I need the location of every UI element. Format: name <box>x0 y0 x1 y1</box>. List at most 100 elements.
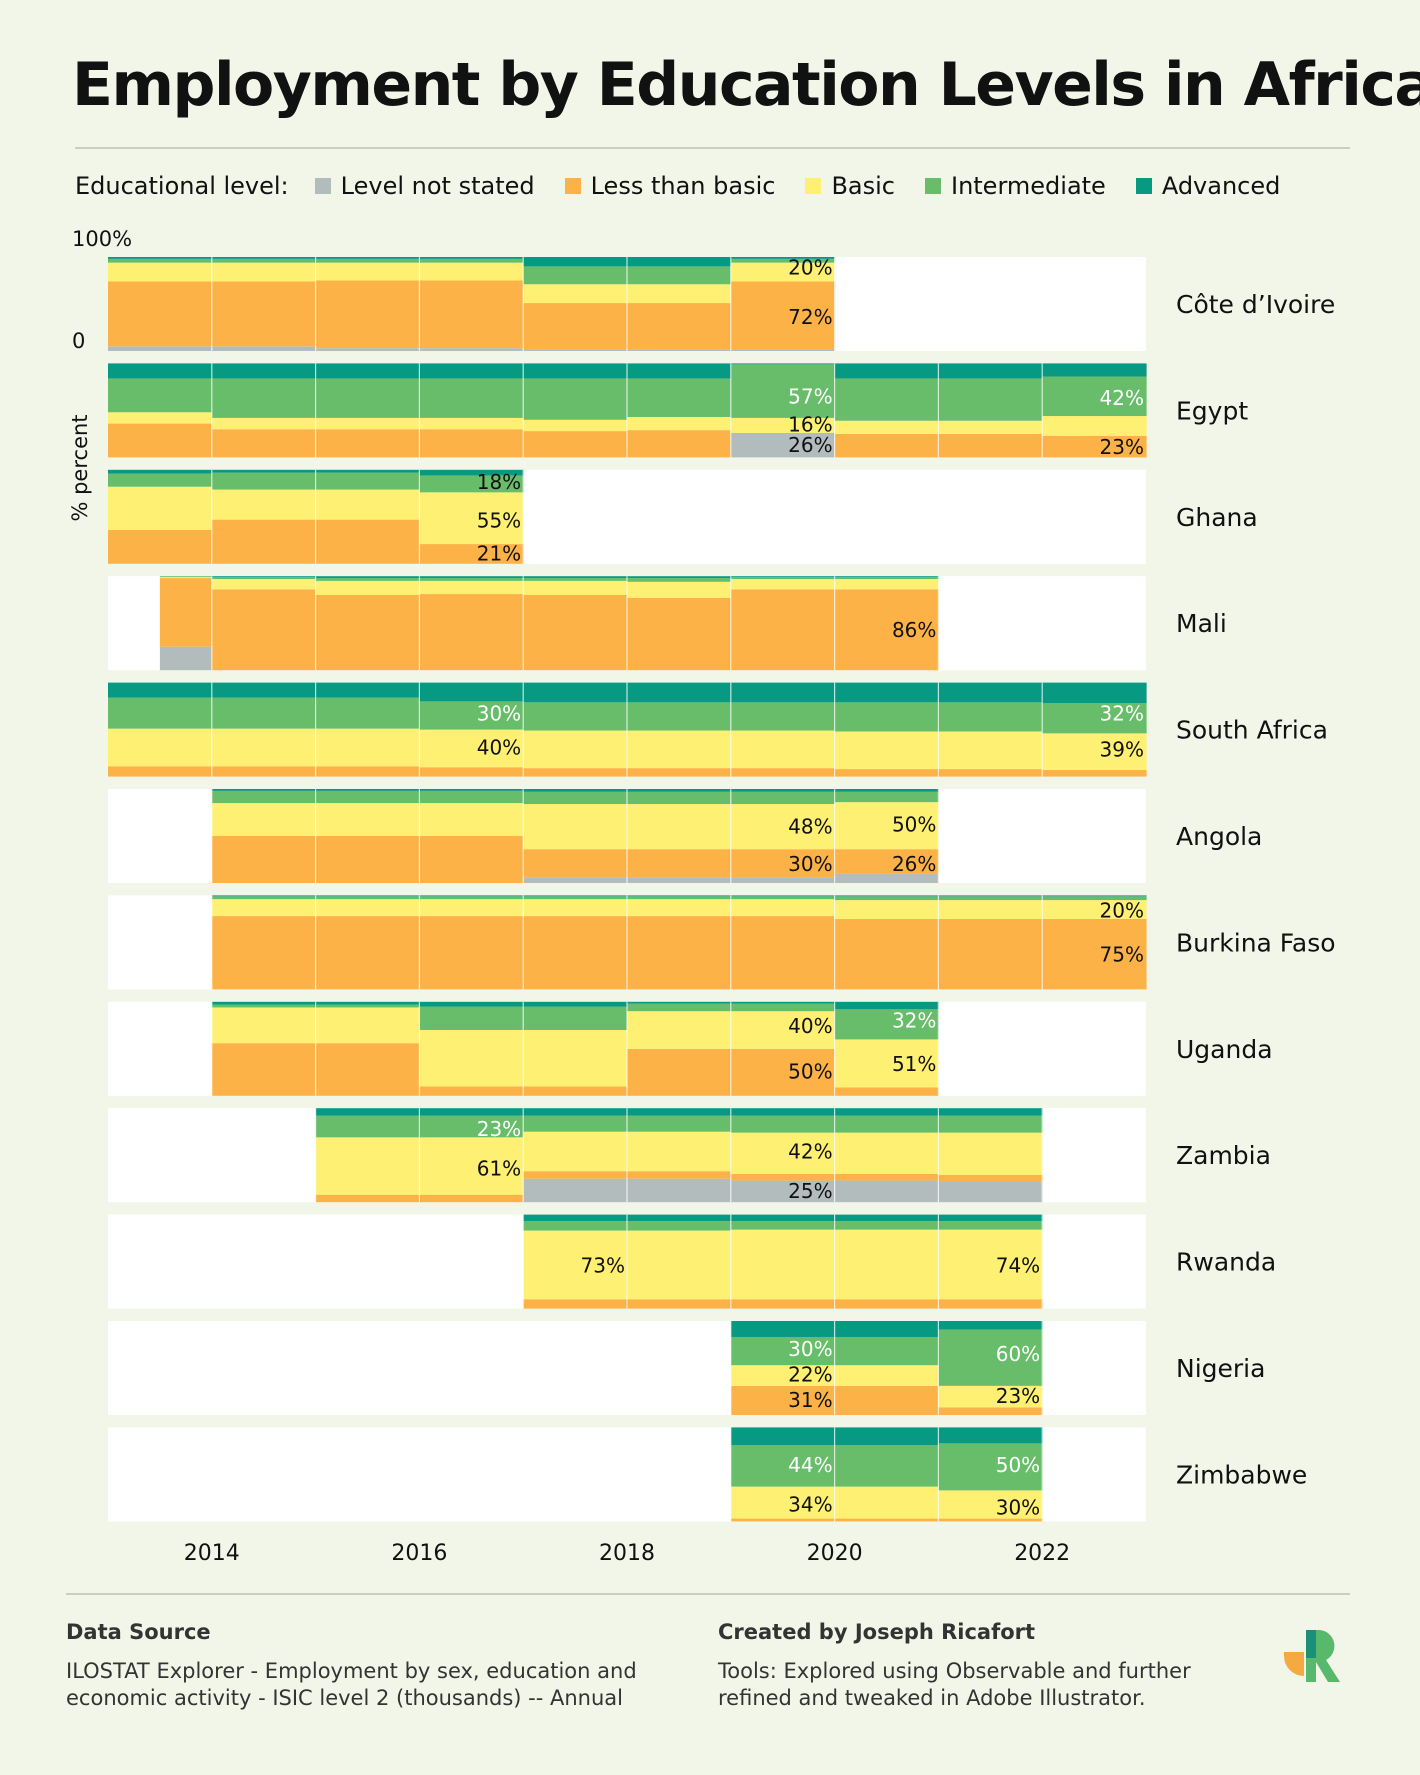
y-axis-label: % percent <box>68 414 92 521</box>
segment-4 <box>419 576 524 579</box>
segment-3 <box>315 378 420 418</box>
segment-1 <box>523 595 628 671</box>
segment-1 <box>834 1385 939 1415</box>
segment-1 <box>315 766 420 777</box>
segment-4 <box>938 895 1043 897</box>
segment-1 <box>627 768 732 777</box>
segment-2 <box>108 486 213 530</box>
segment-1 <box>419 836 524 883</box>
segment-3 <box>108 378 213 413</box>
segment-1 <box>834 1174 939 1181</box>
segment-2 <box>523 730 628 769</box>
x-tick-label: 2018 <box>599 1541 655 1566</box>
segment-1 <box>834 1299 939 1309</box>
legend-item-level-not-stated: Level not stated <box>314 172 535 200</box>
segment-4 <box>523 257 628 267</box>
segment-1 <box>730 1299 836 1309</box>
segment-2 <box>627 1131 732 1172</box>
segment-2 <box>834 900 939 919</box>
credit-heading: Created by Joseph Ricafort <box>718 1620 1036 1644</box>
source-text: ILOSTAT Explorer - Employment by sex, ed… <box>66 1659 637 1710</box>
data-label: 23% <box>477 1117 521 1141</box>
data-label: 74% <box>996 1253 1040 1277</box>
segment-1 <box>419 280 524 349</box>
segment-2 <box>938 900 1043 919</box>
country-name: Côte d’Ivoire <box>1176 290 1335 319</box>
data-label: 48% <box>788 815 832 839</box>
segment-4 <box>627 1214 732 1222</box>
legend-title: Educational level: <box>75 172 289 200</box>
segment-3 <box>730 791 836 805</box>
segment-4 <box>938 1108 1043 1116</box>
segment-3 <box>315 578 420 581</box>
segment-2 <box>627 1230 732 1300</box>
segment-2 <box>315 899 420 917</box>
segment-2 <box>730 1229 836 1300</box>
segment-2 <box>834 420 939 434</box>
y-tick-top: 100% <box>72 227 132 251</box>
data-label: 23% <box>1100 435 1144 459</box>
country-name: Uganda <box>1176 1035 1273 1064</box>
segment-2 <box>523 580 628 595</box>
segment-0 <box>730 432 836 458</box>
legend-swatch <box>805 178 822 194</box>
segment-0 <box>315 348 420 351</box>
segment-3 <box>523 578 628 581</box>
segment-2 <box>730 1365 836 1386</box>
data-label: 16% <box>788 413 832 437</box>
segment-2 <box>315 489 420 520</box>
segment-1 <box>419 1194 524 1203</box>
country-panel: 30% 40% 32% 39% South Africa <box>108 682 1328 777</box>
segment-1 <box>419 767 524 777</box>
segment-3 <box>419 258 524 263</box>
country-name: Zambia <box>1176 1141 1271 1170</box>
segment-1 <box>315 519 420 564</box>
segment-3 <box>627 1115 732 1132</box>
segment-1 <box>834 918 939 990</box>
source-heading: Data Source <box>66 1620 211 1644</box>
segment-3 <box>730 577 836 580</box>
legend-swatch <box>1135 178 1152 194</box>
segment-2 <box>523 804 628 850</box>
data-label: 61% <box>477 1156 521 1180</box>
segment-1 <box>627 849 732 878</box>
segment-3 <box>523 896 628 900</box>
segment-1 <box>938 1174 1043 1182</box>
segment-4 <box>523 363 628 379</box>
segment-2 <box>627 899 732 917</box>
segment-2 <box>730 1011 836 1049</box>
legend-item-less-than-basic: Less than basic <box>564 172 775 200</box>
country-name: Zimbabwe <box>1176 1460 1307 1489</box>
footer-divider <box>66 1593 1350 1595</box>
segment-1 <box>834 433 939 458</box>
segment-3 <box>627 578 732 582</box>
segment-3 <box>211 577 317 580</box>
segment-3 <box>211 258 317 263</box>
segment-2 <box>627 1011 732 1049</box>
country-panel: 23% 61% 42% 25% Zambia <box>108 1108 1271 1203</box>
segment-0 <box>730 1180 836 1203</box>
segment-3 <box>159 576 213 578</box>
data-label: 34% <box>788 1493 832 1517</box>
segment-4 <box>211 257 317 259</box>
segment-3 <box>627 896 732 900</box>
data-label: 21% <box>477 542 521 566</box>
segment-4 <box>938 682 1043 703</box>
segment-4 <box>211 682 317 698</box>
segment-3 <box>523 1221 628 1231</box>
segment-1 <box>938 769 1043 777</box>
segment-3 <box>523 266 628 285</box>
segment-4 <box>315 363 420 379</box>
segment-2 <box>419 580 524 595</box>
segment-4 <box>419 257 524 259</box>
x-tick-label: 2016 <box>391 1541 447 1566</box>
segment-2 <box>730 417 836 433</box>
segment-4 <box>834 363 939 379</box>
segment-4 <box>834 1001 939 1010</box>
segment-3 <box>419 790 524 804</box>
segment-0 <box>108 346 213 351</box>
segment-3 <box>211 697 317 729</box>
segment-2 <box>419 729 524 768</box>
segment-3 <box>315 697 420 729</box>
segment-4 <box>627 682 732 703</box>
